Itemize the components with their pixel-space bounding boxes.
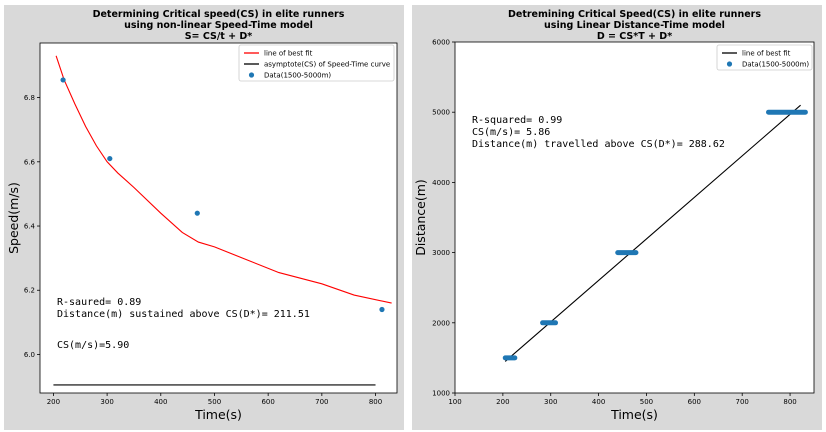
y-tick-label: 6.2 bbox=[24, 287, 35, 295]
legend-entry-label: line of best fit bbox=[264, 50, 313, 58]
x-axis-label: Time(s) bbox=[610, 407, 658, 422]
annotation-text: Distance(m) travelled above CS(D*)= 288.… bbox=[472, 139, 725, 150]
legend-box bbox=[716, 44, 813, 71]
data-point bbox=[379, 306, 385, 313]
x-tick-label: 200 bbox=[47, 398, 60, 406]
data-point bbox=[107, 155, 113, 162]
annotation-text: CS(m/s)= 5.86 bbox=[472, 127, 550, 138]
annotation-text: CS(m/s)=5.90 bbox=[57, 340, 129, 351]
x-tick-label: 700 bbox=[736, 398, 749, 406]
y-tick-label: 6.0 bbox=[24, 351, 35, 359]
x-tick-label: 600 bbox=[261, 398, 274, 406]
x-tick-label: 300 bbox=[544, 398, 557, 406]
x-tick-label: 200 bbox=[496, 398, 509, 406]
x-tick-label: 800 bbox=[369, 398, 382, 406]
x-tick-label: 600 bbox=[688, 398, 701, 406]
x-tick-label: 100 bbox=[448, 398, 461, 406]
y-axis-label: Speed(m/s) bbox=[6, 182, 21, 254]
legend-entry-label: Data(1500-5000m) bbox=[742, 61, 809, 69]
y-tick-label: 6.8 bbox=[24, 94, 35, 102]
x-tick-label: 500 bbox=[640, 398, 653, 406]
distance-time-chart: Detremining Critical Speed(CS) in elite … bbox=[413, 9, 815, 422]
x-tick-label: 400 bbox=[154, 398, 167, 406]
series-line bbox=[55, 55, 392, 304]
y-tick-label: 3000 bbox=[432, 249, 450, 257]
legend-entry-label: line of best fit bbox=[742, 50, 791, 58]
legend-marker-swatch bbox=[726, 61, 733, 67]
annotation-text: R-squared= 0.99 bbox=[472, 115, 562, 126]
legend-box bbox=[238, 44, 395, 82]
y-tick-label: 6.6 bbox=[24, 158, 36, 166]
x-tick-label: 300 bbox=[100, 398, 113, 406]
data-point bbox=[60, 77, 66, 83]
chart-title-line: using non-linear Speed-Time model bbox=[124, 20, 313, 31]
chart-title-line: S= CS/t + D* bbox=[185, 31, 253, 42]
chart-title-line: using Linear Distance-Time model bbox=[544, 20, 725, 31]
legend-marker-swatch bbox=[248, 72, 255, 78]
chart-title-line: Detremining Critical Speed(CS) in elite … bbox=[508, 9, 761, 20]
speed-time-chart: Determining Critical speed(CS) in elite … bbox=[6, 9, 398, 422]
x-axis-label: Time(s) bbox=[194, 407, 242, 422]
legend-entry-label: asymptote(CS) of Speed-Time curve bbox=[264, 61, 390, 69]
plot-area bbox=[454, 41, 815, 394]
chart-title-line: D = CS*T + D* bbox=[597, 31, 672, 42]
annotation-text: Distance(m) sustained above CS(D*)= 211.… bbox=[57, 309, 310, 320]
legend-entry-label: Data(1500-5000m) bbox=[264, 72, 331, 80]
data-point bbox=[194, 210, 200, 216]
y-axis-label: Distance(m) bbox=[413, 179, 428, 256]
y-tick-label: 5000 bbox=[432, 109, 450, 117]
speed-time-figure: Determining Critical speed(CS) in elite … bbox=[4, 5, 404, 430]
y-tick-label: 6.4 bbox=[24, 223, 36, 231]
x-tick-label: 500 bbox=[208, 398, 221, 406]
y-tick-label: 4000 bbox=[432, 179, 450, 187]
y-tick-label: 6000 bbox=[432, 39, 450, 47]
distance-time-figure: Detremining Critical Speed(CS) in elite … bbox=[412, 5, 822, 430]
plot-area bbox=[39, 42, 398, 394]
y-tick-label: 2000 bbox=[432, 319, 450, 327]
x-tick-label: 800 bbox=[783, 398, 796, 406]
chart-title-line: Determining Critical speed(CS) in elite … bbox=[93, 9, 345, 20]
x-tick-label: 700 bbox=[315, 398, 328, 406]
series-line bbox=[504, 104, 801, 362]
x-tick-label: 400 bbox=[592, 398, 605, 406]
y-tick-label: 1000 bbox=[432, 390, 450, 398]
annotation-text: R-saured= 0.89 bbox=[57, 297, 141, 308]
